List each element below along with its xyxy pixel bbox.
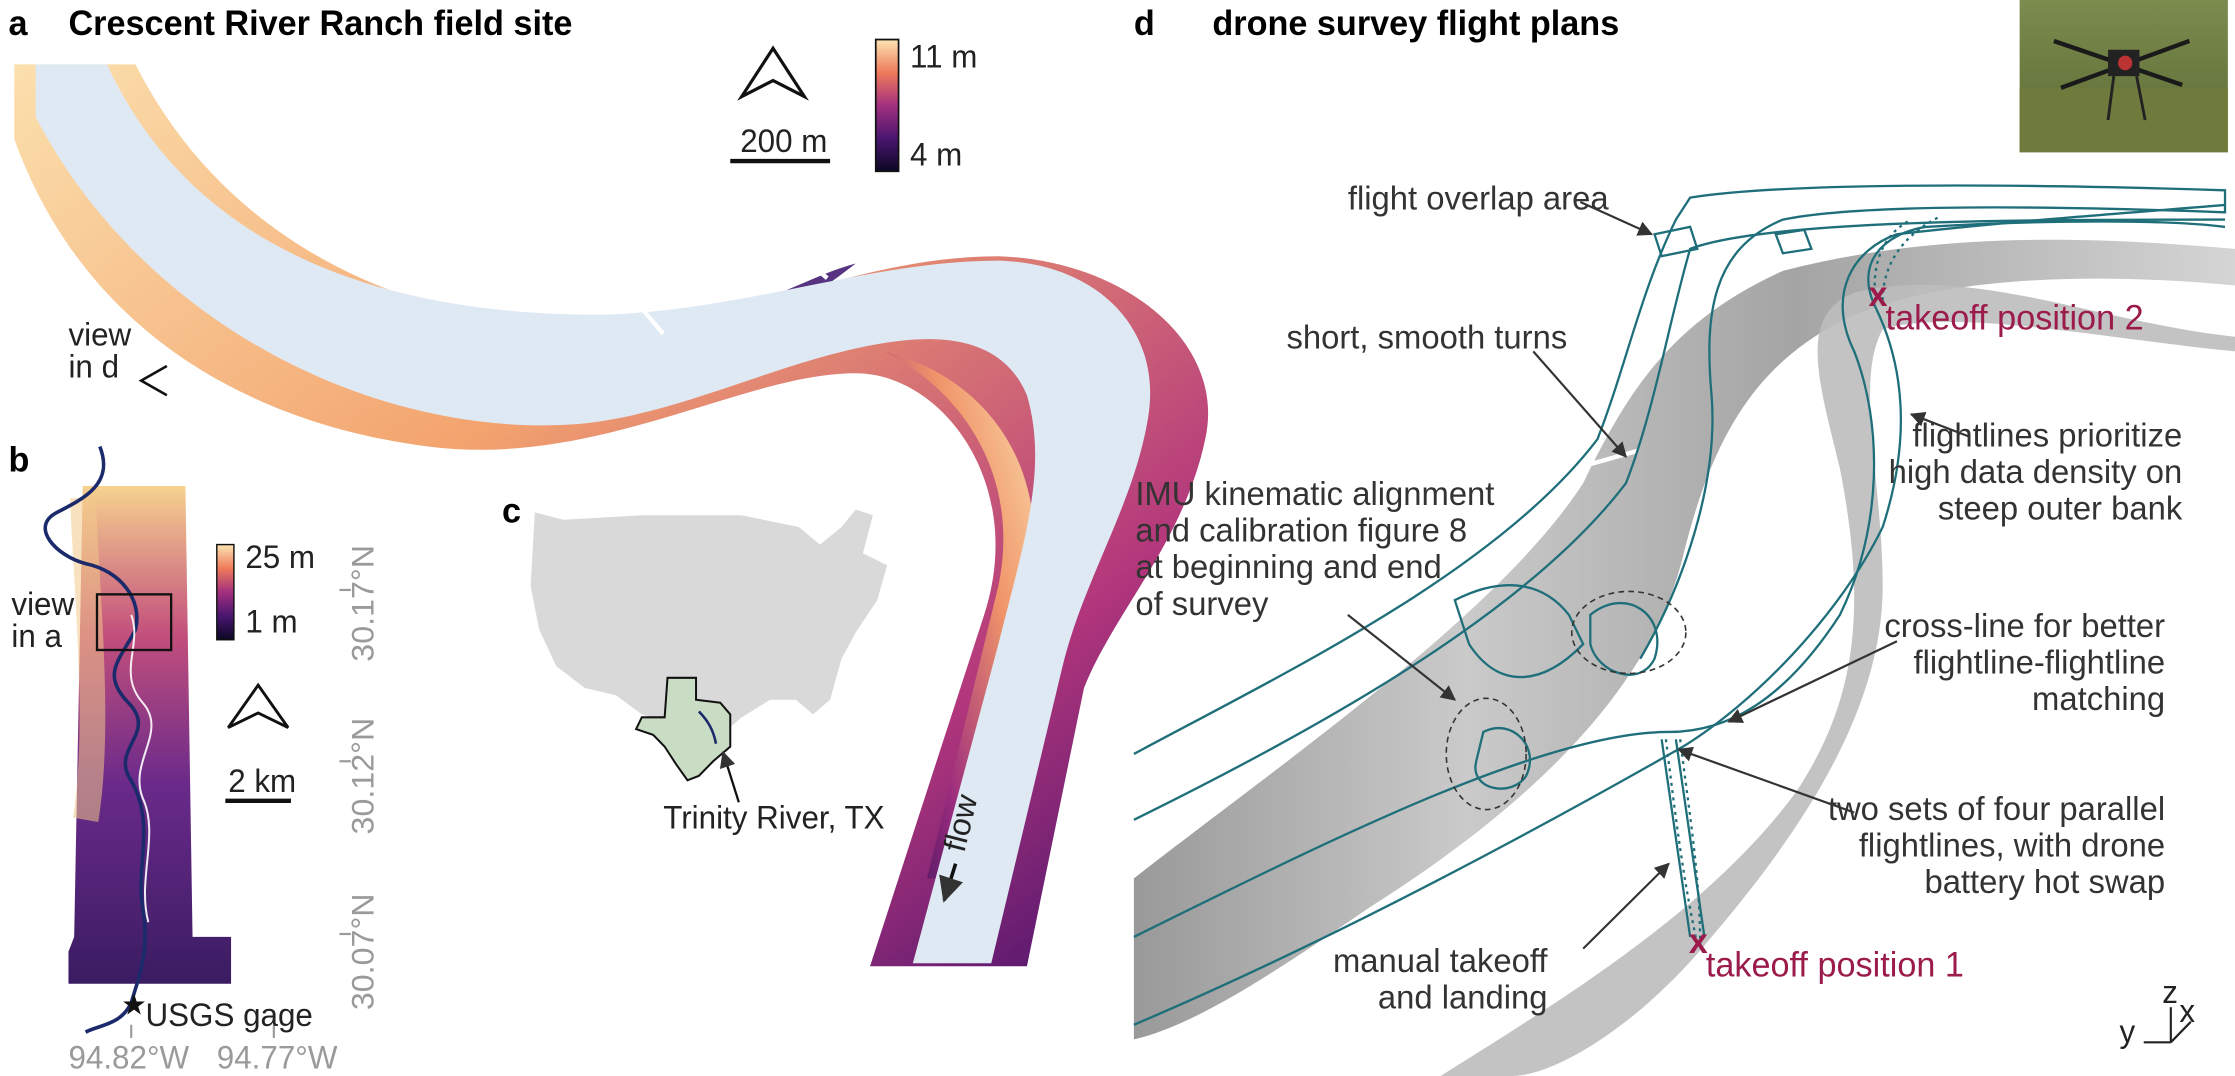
drone-photo <box>2019 0 2228 153</box>
lat-tick: 30.17°N <box>345 545 381 662</box>
panel-b-letter: b <box>9 441 30 479</box>
us-map <box>530 509 888 765</box>
ann-imu-line: of survey <box>1135 585 1268 622</box>
view-angle-icon <box>138 364 168 397</box>
axis-z-label: z <box>2162 973 2178 1009</box>
colorbar-b-min: 1 m <box>245 603 297 639</box>
takeoff-1-label: takeoff position 1 <box>1706 946 1964 984</box>
view-in-d-line1: view <box>68 316 132 352</box>
texas-shape <box>634 676 732 782</box>
north-arrow-icon <box>737 45 810 101</box>
ann-imu-line: IMU kinematic alignment <box>1135 476 1494 513</box>
ann-flight-overlap: flight overlap area <box>1348 180 1609 217</box>
ann-prioritize-line: high data density on <box>1889 454 2183 491</box>
lat-tick: 30.07°N <box>345 893 381 1010</box>
panel-a-title: Crescent River Ranch field site <box>68 5 572 43</box>
gage-label: USGS gage <box>145 997 312 1033</box>
ann-cross-line: flightline-flightline <box>1914 644 2166 681</box>
relief-bank-left <box>1133 239 2235 1040</box>
gage-star-icon: ★ <box>121 987 147 1021</box>
river-label: Trinity River, TX <box>663 799 884 835</box>
panel-a: a Crescent River Ranch field site 200 m … <box>9 5 1209 967</box>
view-in-a-line2: in a <box>11 618 62 654</box>
takeoff-2-marker: x <box>1868 276 1888 314</box>
colorbar-a-max: 11 m <box>910 38 977 74</box>
panel-c-letter: c <box>502 492 521 530</box>
ann-two-sets: battery hot swap <box>1924 864 2165 901</box>
colorbar-b-max: 25 m <box>245 539 315 575</box>
relief-bank-right <box>1440 284 2235 1076</box>
ann-cross-line: matching <box>2032 681 2165 718</box>
panel-d-letter: d <box>1134 5 1155 43</box>
scale-bar-label: 200 m <box>740 123 827 159</box>
river-pointer <box>719 750 740 803</box>
ann-imu-line: at beginning and end <box>1135 549 1441 586</box>
view-in-a-box <box>95 593 173 652</box>
panel-b: b view in a 25 m 1 m 2 km 30.17°N 30.12°… <box>9 441 381 1076</box>
panel-a-letter: a <box>9 5 29 43</box>
figure-eight-paths <box>1445 590 1687 811</box>
trinity-river-line <box>697 710 718 744</box>
gully-mark <box>633 298 665 336</box>
colorbar-a-min: 4 m <box>910 136 962 172</box>
annotation-arrows <box>1347 201 1969 950</box>
gully-mark <box>1618 346 1655 358</box>
axis-x-label: x <box>2179 992 2195 1028</box>
panel-b-floodplain <box>69 497 106 822</box>
lon-ticks: 94.82°W 94.77°W <box>68 1024 338 1076</box>
lat-tick: 30.12°N <box>345 718 381 835</box>
takeoff-1-marker: x <box>1689 923 1709 961</box>
takeoff-paths <box>1664 215 1941 945</box>
panel-a-river <box>35 64 1151 964</box>
xyz-axes-icon <box>2143 1007 2192 1044</box>
lon-tick: 94.82°W <box>68 1039 189 1075</box>
lat-ticks: 30.17°N 30.12°N 30.07°N <box>339 545 381 1010</box>
lon-tick: 94.77°W <box>217 1039 338 1075</box>
ann-cross-line: cross-line for better <box>1884 607 2165 644</box>
ann-two-sets: two sets of four parallel <box>1828 790 2165 827</box>
axis-y-label: y <box>2119 1013 2135 1049</box>
view-in-a-line1: view <box>11 585 75 621</box>
panel-c: c Trinity River, TX <box>502 492 888 836</box>
flight-lines <box>1133 184 2227 1026</box>
ann-short-turns: short, smooth turns <box>1287 319 1568 356</box>
panel-a-bank-right <box>884 351 1035 879</box>
scale-bar-b-label: 2 km <box>228 763 296 799</box>
ann-imu-line: and calibration figure 8 <box>1135 512 1467 549</box>
colorbar-a <box>874 38 900 173</box>
panel-d-title: drone survey flight plans <box>1212 5 1619 43</box>
ann-prioritize-line: steep outer bank <box>1938 490 2183 527</box>
ann-two-sets: flightlines, with drone <box>1859 827 2165 864</box>
ann-manual: manual takeoff <box>1333 943 1548 980</box>
ann-manual: and landing <box>1378 979 1548 1016</box>
view-in-d-line2: in d <box>68 348 119 384</box>
north-arrow-icon <box>227 682 290 729</box>
panel-b-river <box>43 445 147 1034</box>
ann-prioritize-line: flightlines prioritize <box>1912 417 2182 454</box>
colorbar-b <box>216 543 235 641</box>
panel-d: d drone survey flight plans <box>1133 0 2235 1076</box>
takeoff-2-label: takeoff position 2 <box>1886 299 2144 337</box>
panel-b-river-highlight <box>129 614 153 923</box>
gully-mark <box>790 247 829 280</box>
